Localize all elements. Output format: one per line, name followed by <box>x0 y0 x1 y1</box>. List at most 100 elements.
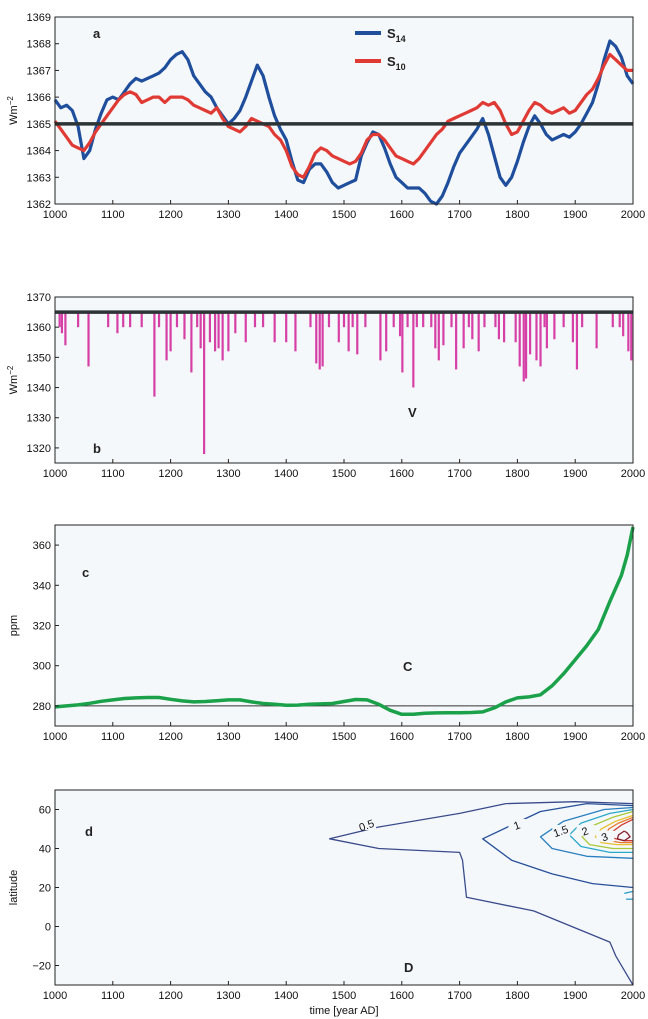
contour-line <box>624 890 634 895</box>
y-tick-label: 1369 <box>27 12 51 24</box>
panel-b: 1000 1100 1200 1300 1400 1500 1600 1700 1800 1900… <box>6 292 645 480</box>
plot-area <box>55 790 633 985</box>
x-tick-label: 1400 <box>274 468 298 480</box>
y-tick-label: 1368 <box>27 39 51 51</box>
x-tick-label: 1600 <box>390 209 414 221</box>
x-tick-label: 1000 <box>43 990 67 1002</box>
y-axis-label: Wm−2 <box>6 365 20 394</box>
y-tick-label: 40 <box>39 844 51 856</box>
y-tick-label: 1362 <box>27 199 51 211</box>
contour-label-bg <box>576 824 595 836</box>
y-tick-label: 1350 <box>27 352 51 364</box>
panel-label: c <box>82 565 89 580</box>
x-tick-label: 1900 <box>563 209 587 221</box>
y-tick-label: 1365 <box>27 119 51 131</box>
panel-label: b <box>93 441 101 456</box>
legend-label-main: S <box>387 54 396 69</box>
plot-area <box>55 17 633 204</box>
x-tick-label: 1700 <box>447 731 471 743</box>
x-tick-label: 1100 <box>101 468 125 480</box>
x-tick-label: 1400 <box>274 209 298 221</box>
y-tick-label: 0 <box>45 922 51 934</box>
x-tick-label: 1900 <box>563 990 587 1002</box>
contour-label: 3 <box>600 831 610 844</box>
contour-line <box>594 814 634 846</box>
contour-label-bg <box>596 830 615 842</box>
panel-label: d <box>85 824 93 839</box>
x-tick-label: 1100 <box>101 731 125 743</box>
y-axis-label-base: Wm <box>8 375 20 395</box>
x-tick-label: 1200 <box>158 990 182 1002</box>
x-tick-label: 1300 <box>216 468 240 480</box>
co2-line <box>54 526 635 717</box>
y-tick-label: 1364 <box>27 146 51 158</box>
y-tick-label: 60 <box>39 805 51 817</box>
y-tick-label: 1367 <box>27 65 51 77</box>
y-tick-label: 1320 <box>27 443 51 455</box>
x-tick-label: 1700 <box>447 990 471 1002</box>
y-axis-label-exponent: −2 <box>6 365 15 375</box>
x-tick-label: 1800 <box>505 468 529 480</box>
y-tick-label: 340 <box>33 580 51 592</box>
x-tick-label: 1000 <box>43 209 67 221</box>
y-tick-label: 1370 <box>27 292 51 304</box>
legend-label: S14 <box>387 26 406 44</box>
contour-line <box>328 801 634 986</box>
y-tick-label: 1363 <box>27 172 51 184</box>
y-tick-label: 20 <box>39 883 51 895</box>
panel-annotation: D <box>404 960 413 975</box>
x-tick-label: 2000 <box>621 990 645 1002</box>
y-tick-label: 1340 <box>27 383 51 395</box>
y-axis-label-base: Wm <box>8 105 20 125</box>
y-tick-label: 1330 <box>27 413 51 425</box>
contour-line <box>539 806 634 859</box>
y-tick-label: 1360 <box>27 322 51 334</box>
legend-label-subscript: 10 <box>396 62 406 72</box>
x-tick-label: 1500 <box>332 731 356 743</box>
panel-label: a <box>93 26 101 41</box>
y-tick-label: −20 <box>32 961 51 973</box>
x-tick-label: 1900 <box>563 731 587 743</box>
x-axis-label: time [year AD] <box>309 1005 378 1017</box>
x-tick-label: 1200 <box>158 209 182 221</box>
x-tick-label: 1600 <box>390 468 414 480</box>
series-line-S14 <box>53 39 635 206</box>
contour-label-bg <box>508 819 527 831</box>
x-tick-label: 1100 <box>101 209 125 221</box>
x-tick-label: 1600 <box>390 990 414 1002</box>
x-tick-label: 2000 <box>621 468 645 480</box>
y-axis-label: latitude <box>8 870 20 905</box>
x-tick-label: 1200 <box>158 731 182 743</box>
y-tick-label: 280 <box>33 701 51 713</box>
legend-label-subscript: 14 <box>396 34 406 44</box>
contour-label: 1 <box>512 819 522 832</box>
plot-area <box>55 525 633 726</box>
x-tick-label: 1700 <box>447 209 471 221</box>
y-axis-label: ppm <box>8 615 20 636</box>
legend-label-main: S <box>387 26 396 41</box>
legend-label: S10 <box>387 54 406 72</box>
x-tick-label: 1000 <box>43 731 67 743</box>
contour-label: 0.5 <box>358 818 376 835</box>
x-tick-label: 1800 <box>505 990 529 1002</box>
y-axis-label-exponent: −2 <box>6 96 15 106</box>
y-tick-label: 360 <box>33 540 51 552</box>
x-tick-label: 1800 <box>505 731 529 743</box>
contour-label-bg <box>552 824 571 836</box>
x-tick-label: 1600 <box>390 731 414 743</box>
panel-a: 1000 1100 1200 1300 1400 1500 1600 1700 1800 1900… <box>6 12 645 221</box>
x-tick-label: 1300 <box>216 209 240 221</box>
x-tick-label: 1700 <box>447 468 471 480</box>
y-tick-label: 1366 <box>27 92 51 104</box>
x-tick-label: 1800 <box>505 209 529 221</box>
contour-label: 2 <box>580 825 590 838</box>
contour-line <box>616 830 631 842</box>
contour-label: 1.5 <box>552 824 570 841</box>
x-tick-label: 1200 <box>158 468 182 480</box>
x-tick-label: 1300 <box>216 731 240 743</box>
x-tick-label: 1500 <box>332 209 356 221</box>
x-tick-label: 1500 <box>332 990 356 1002</box>
x-tick-label: 1000 <box>43 468 67 480</box>
panel-d: 0.5 1 1.5 2 3 1000 1100 1200 1300 1400 1500 1600 170… <box>8 789 645 1017</box>
